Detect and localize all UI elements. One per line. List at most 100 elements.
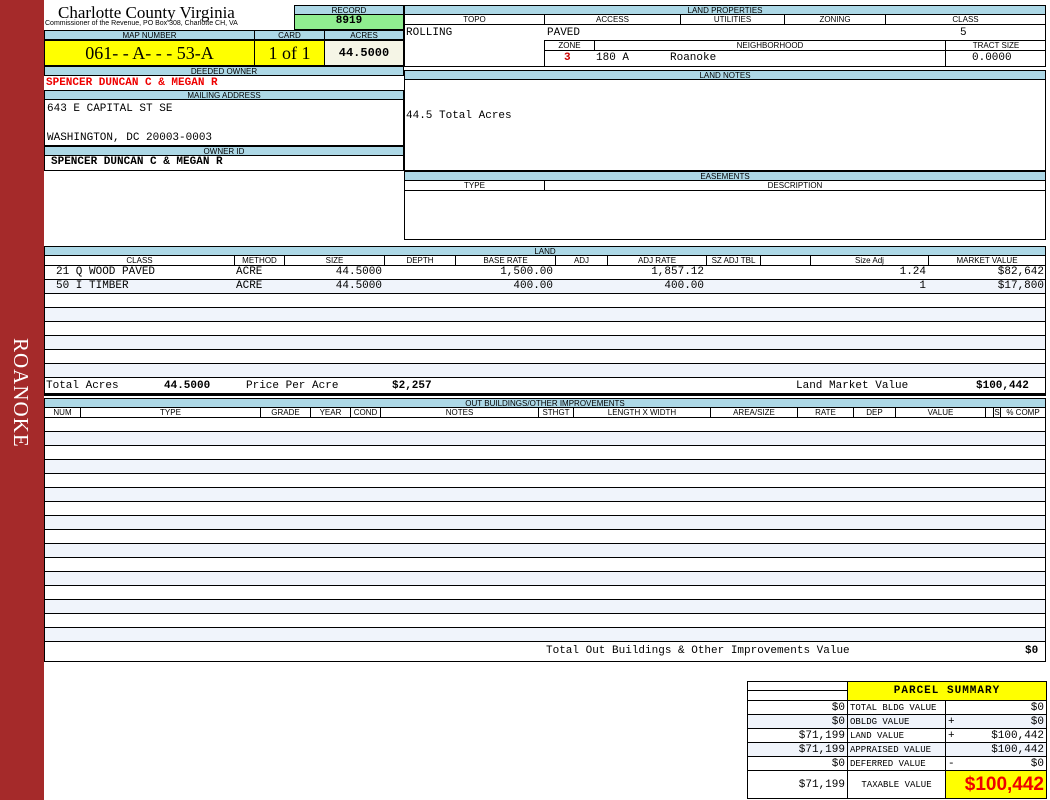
access-value: PAVED: [547, 27, 581, 39]
land-table-frame: [44, 266, 1046, 396]
owner-id: SPENCER DUNCAN C & MEGAN R: [44, 156, 404, 171]
land-cell: $17,800: [997, 280, 1044, 292]
utilities-label: UTILITIES: [681, 15, 785, 24]
total-acres-label: Total Acres: [46, 380, 119, 392]
land-properties-title: LAND PROPERTIES: [404, 5, 1046, 15]
zone-label: ZONE: [545, 41, 595, 50]
outbuildings-col-header: % COMP: [1006, 408, 1040, 417]
easements-title: EASEMENTS: [404, 171, 1046, 181]
land-notes-title: LAND NOTES: [404, 70, 1046, 80]
price-per-acre-label: Price Per Acre: [246, 380, 339, 392]
address-line-2: WASHINGTON, DC 20003-0003: [47, 132, 213, 144]
land-column-headers: CLASS METHOD SIZE DEPTH BASE RATE ADJ ADJ RATE…: [44, 256, 1046, 266]
acres-label: ACRES: [324, 30, 404, 40]
land-cell: ACRE: [236, 280, 263, 292]
class-value: 5: [960, 27, 967, 39]
summary-prior-value: $71,199: [747, 728, 848, 743]
summary-prior-value: $71,199: [747, 742, 848, 757]
district-label: ROANOKE: [9, 338, 33, 448]
land-properties-headers: TOPO ACCESS UTILITIES ZONING CLASS: [404, 15, 1046, 25]
land-col-header: SIZE: [285, 256, 385, 265]
land-market-value: $100,442: [976, 380, 1029, 392]
easement-type-label: TYPE: [405, 181, 545, 190]
sidebar-district: ROANOKE: [0, 0, 44, 800]
land-col-header: BASE RATE: [456, 256, 556, 265]
summary-value: $100,442: [959, 742, 1047, 757]
summary-label: LAND VALUE: [847, 728, 946, 743]
outbuildings-row: [44, 474, 1046, 488]
outbuildings-col-header: NUM: [45, 408, 81, 417]
land-cell: ACRE: [236, 266, 263, 278]
land-properties-box: [404, 25, 1046, 67]
outbuildings-col-header: NOTES: [381, 408, 539, 417]
summary-prior-value: $0: [747, 700, 848, 715]
office-subtitle: Commissioner of the Revenue, PO Box 308,…: [45, 20, 238, 27]
land-col-header: CLASS: [45, 256, 235, 265]
neighborhood-code: 180 A: [596, 52, 630, 64]
outbuildings-column-headers: NUM TYPE GRADE YEAR COND NOTES STHGT LENGTH X W…: [44, 408, 1046, 418]
outbuildings-col-header: VALUE: [896, 408, 986, 417]
topo-value: ROLLING: [406, 27, 453, 39]
outbuildings-row: [44, 502, 1046, 516]
outbuildings-col-header: STHGT: [539, 408, 574, 417]
neighborhood-value: Roanoke: [670, 52, 717, 64]
land-cell: 44.5000: [335, 266, 382, 278]
land-cell: 1,500.00: [500, 266, 553, 278]
land-cell: 1,857.12: [651, 266, 704, 278]
mailing-address-box: [44, 100, 404, 146]
outbuildings-row: [44, 614, 1046, 628]
deeded-owner: SPENCER DUNCAN C & MEGAN R: [46, 77, 218, 89]
summary-value: $0: [959, 714, 1047, 729]
zoning-label: ZONING: [785, 15, 886, 24]
outbuildings-col-header: COND: [351, 408, 381, 417]
land-notes-text: 44.5 Total Acres: [406, 110, 512, 122]
land-cell: 1: [919, 280, 926, 292]
land-row: 50 I TIMBER ACRE 44.5000 400.00 400.00 1 $17,8…: [44, 280, 1046, 294]
outbuildings-row: [44, 418, 1046, 432]
land-row: [44, 364, 1046, 378]
summary-row: $0 OBLDG VALUE + $0: [747, 714, 1047, 729]
summary-sign: [945, 700, 960, 715]
land-title: LAND: [44, 246, 1046, 256]
zone-value: 3: [564, 52, 571, 64]
address-line-1: 643 E CAPITAL ST SE: [47, 103, 173, 115]
card-number: 1 of 1: [254, 40, 325, 66]
summary-sign: +: [945, 714, 960, 729]
land-cell: 50 I TIMBER: [56, 280, 129, 292]
outbuildings-row: [44, 446, 1046, 460]
easements-box: [404, 190, 1046, 240]
outbuildings-table-frame: [44, 418, 1046, 662]
outbuildings-row: [44, 488, 1046, 502]
summary-row: $71,199 APPRAISED VALUE $100,442: [747, 742, 1047, 757]
land-col-header: MARKET VALUE: [956, 256, 1018, 265]
summary-label: APPRAISED VALUE: [847, 742, 946, 757]
zone-headers: ZONE NEIGHBORHOOD TRACT SIZE: [544, 40, 1046, 51]
summary-value: $0: [959, 700, 1047, 715]
taxable-value: $100,442: [945, 770, 1047, 799]
summary-taxable-row: $71,199 TAXABLE VALUE $100,442: [747, 770, 1047, 799]
outbuildings-row: [44, 586, 1046, 600]
summary-value: $0: [959, 756, 1047, 771]
land-col-header: DEPTH: [385, 256, 456, 265]
land-col-header: [761, 256, 811, 265]
record-number: 8919: [294, 15, 404, 30]
outbuildings-col-header: RATE: [798, 408, 854, 417]
price-per-acre-value: $2,257: [392, 380, 432, 392]
land-cell: $82,642: [997, 266, 1044, 278]
summary-row: $71,199 LAND VALUE + $100,442: [747, 728, 1047, 743]
tract-size-value: 0.0000: [972, 52, 1012, 64]
acres-value: 44.5000: [324, 40, 404, 66]
land-col-header: SZ ADJ TBL: [707, 256, 761, 265]
summary-prior-value: $0: [747, 714, 848, 729]
land-row: [44, 294, 1046, 308]
outbuildings-row: [44, 558, 1046, 572]
outbuildings-row: [44, 460, 1046, 474]
land-col-header: METHOD: [235, 256, 285, 265]
summary-sign: [945, 742, 960, 757]
card-label: CARD: [254, 30, 325, 40]
land-cell: 21 Q WOOD PAVED: [56, 266, 156, 278]
outbuildings-col-header: YEAR: [311, 408, 351, 417]
land-row: [44, 308, 1046, 322]
land-market-value-label: Land Market Value: [796, 380, 909, 392]
class-label: CLASS: [952, 15, 979, 24]
